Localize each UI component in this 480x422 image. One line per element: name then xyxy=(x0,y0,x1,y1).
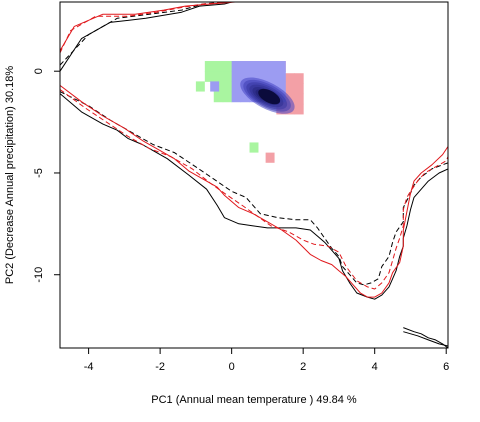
blue-niche-cell xyxy=(231,61,242,72)
envelope-line-black-solid-8 xyxy=(403,327,448,348)
y-tick-label: -10 xyxy=(33,267,45,283)
y-axis: 0 -5 -10 xyxy=(33,68,60,283)
blue-isolated-cell xyxy=(210,81,220,92)
envelope-line-red-solid-6 xyxy=(60,85,448,298)
x-axis-title: PC1 (Annual mean temperature ) 49.84 % xyxy=(151,394,357,406)
x-tick-label: 6 xyxy=(443,361,449,373)
green-niche-cell xyxy=(213,91,224,103)
envelope-line-red-dashed-3 xyxy=(60,2,232,54)
x-tick-label: -4 xyxy=(84,361,94,373)
green-niche-cell xyxy=(204,61,215,72)
blue-niche-cell xyxy=(267,61,277,72)
x-tick-label: 4 xyxy=(372,361,378,373)
blue-niche-cell xyxy=(258,61,268,72)
blue-niche-cell xyxy=(240,71,251,82)
plot-frame xyxy=(59,1,449,349)
density-core xyxy=(258,88,281,105)
x-tick-label: 2 xyxy=(300,361,306,373)
envelope-line-black-solid-9 xyxy=(403,331,448,347)
green-niche-cell xyxy=(204,71,215,82)
blue-niche-cell xyxy=(231,81,242,93)
blue-niche-cell xyxy=(276,71,286,82)
green-niche-cell xyxy=(213,71,224,82)
x-tick-label: 0 xyxy=(229,361,235,373)
blue-niche-cell xyxy=(249,61,259,72)
red-niche-cell xyxy=(294,83,304,95)
blue-niche-cell xyxy=(231,91,242,103)
envelope-line-black-dashed-5 xyxy=(60,91,448,286)
red-niche-cell xyxy=(294,73,304,84)
blue-niche-cell xyxy=(276,61,286,72)
red-niche-cell xyxy=(285,83,295,95)
green-niche-cell xyxy=(222,71,233,82)
y-axis-title: PC2 (Decrease Annual precipitation) 30.1… xyxy=(4,66,16,285)
green-niche-cell xyxy=(222,91,233,103)
green-niche-cell xyxy=(222,81,233,93)
x-tick-label: -2 xyxy=(155,361,165,373)
envelope-line-red-dashed-7 xyxy=(60,89,448,290)
green-niche-cell xyxy=(222,61,233,72)
blue-niche-cell xyxy=(276,81,286,93)
envelope-line-black-dashed-1 xyxy=(60,2,254,66)
red-niche-cell xyxy=(285,73,295,84)
red-niche-cell xyxy=(294,93,304,105)
blue-niche-cell xyxy=(240,91,251,103)
niche-envelope-lines xyxy=(60,2,448,348)
red-isolated-cell xyxy=(265,152,275,163)
green-isolated-cell xyxy=(249,142,259,153)
blue-niche-cell xyxy=(249,71,259,82)
blue-niche-cell xyxy=(258,71,268,82)
blue-niche-cell xyxy=(267,71,277,82)
x-axis: -4 -2 0 2 4 6 xyxy=(84,348,449,373)
y-tick-label: -5 xyxy=(33,168,45,178)
envelope-line-black-solid-4 xyxy=(60,93,448,300)
niche-density-cells xyxy=(195,61,304,163)
green-niche-cell xyxy=(213,61,224,72)
green-isolated-cell xyxy=(195,81,205,92)
y-tick-label: 0 xyxy=(33,68,45,74)
red-niche-cell xyxy=(294,103,304,115)
blue-niche-cell xyxy=(231,71,242,82)
blue-niche-cell xyxy=(240,61,251,72)
